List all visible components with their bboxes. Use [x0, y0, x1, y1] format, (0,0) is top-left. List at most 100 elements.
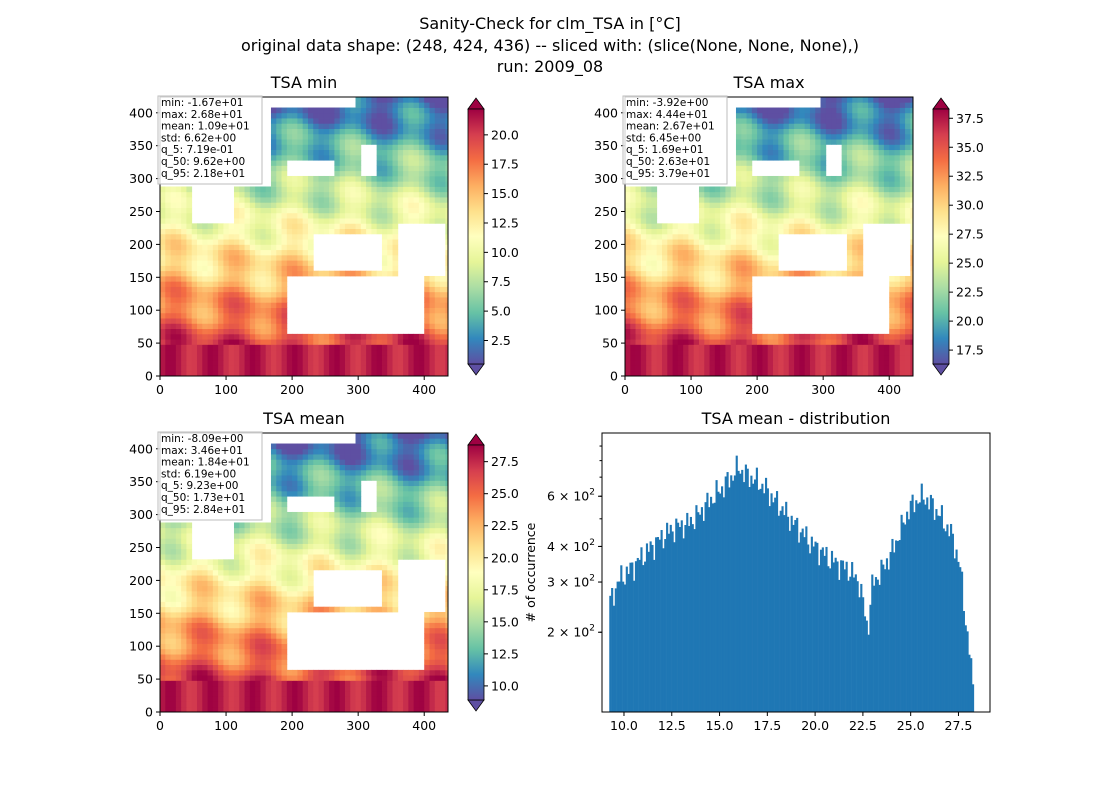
- y-tick-label: 6 × 102: [547, 488, 595, 504]
- histogram-bar: [953, 558, 956, 712]
- histogram-bar: [887, 569, 890, 712]
- histogram-bar: [629, 562, 632, 712]
- y-tick-label: 400: [129, 105, 153, 120]
- histogram-bar: [741, 469, 744, 712]
- histogram-bar: [913, 512, 916, 712]
- histogram-bar: [752, 483, 755, 712]
- histogram-bar: [924, 504, 927, 712]
- histogram-bar: [854, 574, 857, 712]
- histogram-bar: [907, 519, 911, 712]
- histogram-bar: [829, 568, 832, 712]
- x-tick-label: 100: [214, 718, 238, 733]
- histogram-bar: [616, 581, 619, 712]
- histogram-bar: [891, 538, 894, 712]
- axes-frame: [159, 432, 449, 713]
- histogram-bar: [821, 547, 824, 712]
- colorbar-tick-label: 2.5: [491, 333, 511, 348]
- histogram-bar: [653, 559, 656, 712]
- histogram-bar: [874, 577, 878, 712]
- histogram-bar: [900, 514, 903, 712]
- x-tick-label: 200: [280, 718, 304, 733]
- histogram-bar: [779, 510, 782, 712]
- histogram-bar: [759, 488, 762, 712]
- histogram-bar: [622, 581, 625, 712]
- histogram-bar: [761, 483, 764, 712]
- histogram-bar: [959, 567, 962, 712]
- figure-title-line-3: run: 2009_08: [497, 57, 603, 77]
- histogram-bar: [895, 540, 898, 712]
- histogram-bar: [609, 595, 612, 712]
- histogram-bar: [636, 557, 639, 712]
- histogram-bar: [766, 488, 769, 712]
- histogram-bar: [625, 566, 628, 712]
- panel-tsa-mean: TSA mean 0 100 200 300 400 0 50 100 150 200 250 300 3…: [129, 409, 519, 733]
- histogram-bar: [935, 509, 938, 712]
- colorbar-tick-label: 27.5: [491, 454, 519, 469]
- histogram-bar: [662, 548, 665, 712]
- histogram-bar: [915, 500, 918, 712]
- x-tick-label: 0: [156, 382, 164, 397]
- y-tick-label: 350: [129, 138, 153, 153]
- y-tick-label: 0: [610, 369, 618, 384]
- heatmap-field: [625, 97, 913, 376]
- histogram-bar: [717, 491, 720, 712]
- histogram-bar: [950, 523, 953, 712]
- histogram-bar: [763, 493, 766, 712]
- histogram-bar: [612, 605, 616, 712]
- stats-line: std: 6.45e+00: [626, 132, 701, 144]
- histogram-bar: [706, 492, 709, 712]
- histogram-bar: [711, 503, 714, 712]
- stats-line: q_5: 7.19e-01: [161, 144, 233, 156]
- histogram-bar: [671, 531, 674, 712]
- histogram-bar: [807, 544, 810, 712]
- stats-line: q_5: 1.69e+01: [626, 144, 703, 156]
- stats-line: q_95: 3.79e+01: [626, 168, 710, 180]
- histogram-bar: [666, 522, 669, 712]
- histogram-bar: [955, 549, 958, 712]
- colorbar: [467, 444, 485, 701]
- histogram-bar: [799, 532, 802, 712]
- histogram-bar: [739, 473, 742, 712]
- colorbar-tick-label: 20.0: [491, 127, 519, 142]
- histogram-bar: [814, 541, 817, 712]
- histogram-bar: [627, 573, 630, 712]
- histogram-bar: [649, 541, 652, 712]
- histogram-bar: [614, 588, 617, 712]
- colorbar-tick-label: 20.0: [956, 314, 984, 329]
- histogram-bar: [623, 584, 627, 712]
- histogram-bar: [812, 546, 815, 712]
- histogram-bar: [972, 684, 975, 712]
- histogram-bar: [922, 499, 925, 712]
- histogram-bar: [838, 579, 841, 712]
- x-tick-label: 27.5: [945, 718, 973, 733]
- histogram-bar: [882, 564, 885, 712]
- stats-line: mean: 1.09e+01: [161, 121, 250, 133]
- histogram-bar: [790, 515, 793, 712]
- histogram-bar: [732, 480, 735, 712]
- x-tick-label: 0: [621, 382, 629, 397]
- histogram-bar: [818, 565, 821, 712]
- histogram-bar: [904, 524, 907, 712]
- histogram-bar: [884, 569, 887, 712]
- histogram-bar: [823, 555, 826, 712]
- histogram-bar: [684, 525, 687, 712]
- histogram-bar: [889, 551, 892, 712]
- y-tick-label: 0: [145, 369, 153, 384]
- histogram-bar: [873, 585, 876, 712]
- histogram-bar: [656, 537, 660, 712]
- colorbar-extend-max: [932, 97, 950, 110]
- histogram-bar: [691, 524, 694, 712]
- histogram-bar: [836, 561, 839, 712]
- histogram-bar: [726, 472, 729, 712]
- histogram-bar: [948, 536, 951, 712]
- histogram-bar: [757, 489, 760, 712]
- colorbar-tick-label: 12.5: [491, 215, 519, 230]
- colorbar-tick-label: 17.5: [491, 582, 519, 597]
- histogram-bar: [898, 540, 901, 712]
- y-tick-label: 200: [129, 573, 153, 588]
- colorbar-extend-min: [467, 699, 485, 712]
- y-tick-label: 100: [129, 639, 153, 654]
- y-tick-label: 250: [129, 540, 153, 555]
- histogram-bar: [849, 576, 852, 712]
- x-tick-label: 20.0: [801, 718, 829, 733]
